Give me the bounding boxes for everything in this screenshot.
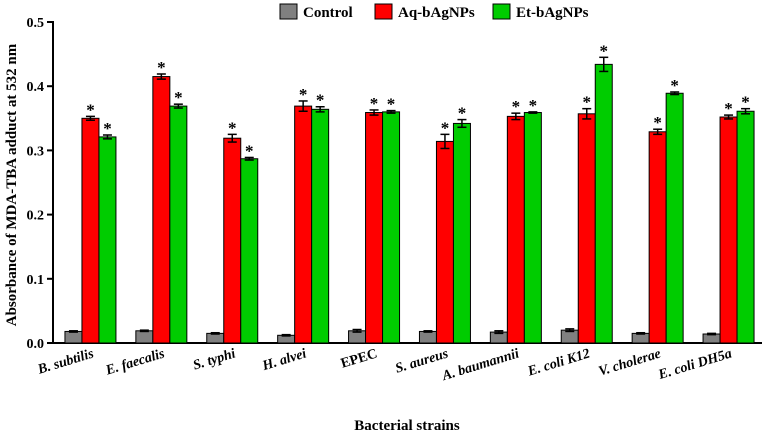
bar-et-bagnps (98, 136, 117, 344)
bar-et-bagnps (382, 111, 401, 344)
legend: Control Aq-bAgNPs Et-bAgNPs (279, 3, 589, 21)
legend-label-aq-bagnps: Aq-bAgNPs (398, 5, 475, 21)
bar-group: ** (631, 76, 684, 344)
bar-et-bagnps (452, 122, 471, 344)
significance-star: * (670, 76, 679, 95)
y-axis-title: Absorbance of MDA-TBA adduct at 532 nm (4, 43, 20, 326)
significance-star: * (512, 97, 521, 116)
x-category-label: EPEC (339, 346, 379, 371)
bars: ******* * * *** * * ***** * (64, 41, 755, 344)
legend-label-et-bagnps: Et-bAgNPs (516, 5, 589, 21)
x-category-label: E. faecalis (103, 346, 167, 379)
bar-group: ** (489, 96, 542, 344)
bar-aq-bagnps (719, 116, 738, 344)
legend-swatch-control (279, 3, 298, 20)
bar-et-bagnps (665, 92, 684, 344)
x-category-label: A. baumannii (440, 346, 521, 384)
bar-et-bagnps (240, 158, 259, 344)
significance-star: * (387, 95, 396, 114)
y-tick-label: 0.3 (27, 144, 45, 159)
significance-star: * (245, 141, 254, 160)
bar-group: ** (560, 41, 613, 344)
bar-aq-bagnps (506, 115, 525, 344)
significance-star: * (724, 99, 733, 118)
x-category-label: V. cholerae (597, 346, 663, 379)
significance-star: * (370, 94, 379, 113)
x-category-label: B. subtilis (35, 346, 96, 378)
y-tick-label: 0.0 (27, 337, 45, 352)
bar-aq-bagnps (152, 76, 171, 344)
y-tick-label: 0.1 (27, 273, 45, 288)
bar-aq-bagnps (81, 117, 100, 344)
bar-control (135, 330, 154, 344)
significance-star: * (600, 41, 609, 60)
bar-aq-bagnps (294, 105, 313, 344)
x-category-label: E. coli DH5a (656, 346, 734, 383)
bar-group: ** (348, 94, 401, 344)
x-category-label: E. coli K12 (525, 346, 592, 379)
bar-group: ** (206, 118, 259, 344)
bar-aq-bagnps (223, 137, 242, 344)
y-tick-label: 0.2 (27, 209, 45, 224)
significance-star: * (458, 104, 467, 123)
labels: B. subtilis E. faecalis S. typhi H. alvei EP… (35, 346, 734, 384)
x-category-label: H. alvei (260, 346, 309, 374)
significance-star: * (441, 118, 450, 137)
significance-star: * (316, 91, 325, 110)
bar-control (206, 332, 225, 344)
y-tick-label: 0.4 (27, 80, 45, 95)
significance-star: * (228, 118, 237, 137)
bar-control (64, 330, 83, 344)
significance-star: * (741, 93, 750, 112)
bar-control (418, 330, 437, 344)
significance-star: * (86, 100, 95, 119)
significance-star: * (653, 113, 662, 132)
legend-label-control: Control (303, 5, 353, 21)
significance-star: * (103, 119, 112, 138)
significance-star: * (299, 85, 308, 104)
bar-aq-bagnps (648, 131, 667, 344)
significance-star: * (583, 93, 592, 112)
bar-control (631, 332, 650, 344)
bar-aq-bagnps (577, 113, 596, 344)
x-axis-title: Bacterial strains (354, 418, 460, 434)
bar-group: ** (135, 58, 188, 344)
bar-group: ** (64, 100, 117, 344)
legend-swatch-aq-bagnps (374, 3, 393, 20)
bar-aq-bagnps (435, 140, 454, 344)
bar-group: ** (277, 85, 330, 344)
bar-group: ** (418, 104, 471, 344)
x-category-label: S. typhi (191, 346, 237, 373)
significance-star: * (529, 96, 538, 115)
bar-et-bagnps (736, 110, 755, 344)
y-tick-label: 0.5 (27, 16, 45, 31)
legend-swatch-et-bagnps (492, 3, 511, 20)
significance-star: * (174, 88, 183, 107)
bar-et-bagnps (523, 112, 542, 344)
bar-group: ** (702, 93, 755, 344)
bar-et-bagnps (594, 63, 613, 344)
bar-et-bagnps (311, 108, 330, 344)
bar-et-bagnps (169, 105, 188, 344)
significance-star: * (157, 58, 166, 77)
bar-aq-bagnps (365, 112, 384, 344)
